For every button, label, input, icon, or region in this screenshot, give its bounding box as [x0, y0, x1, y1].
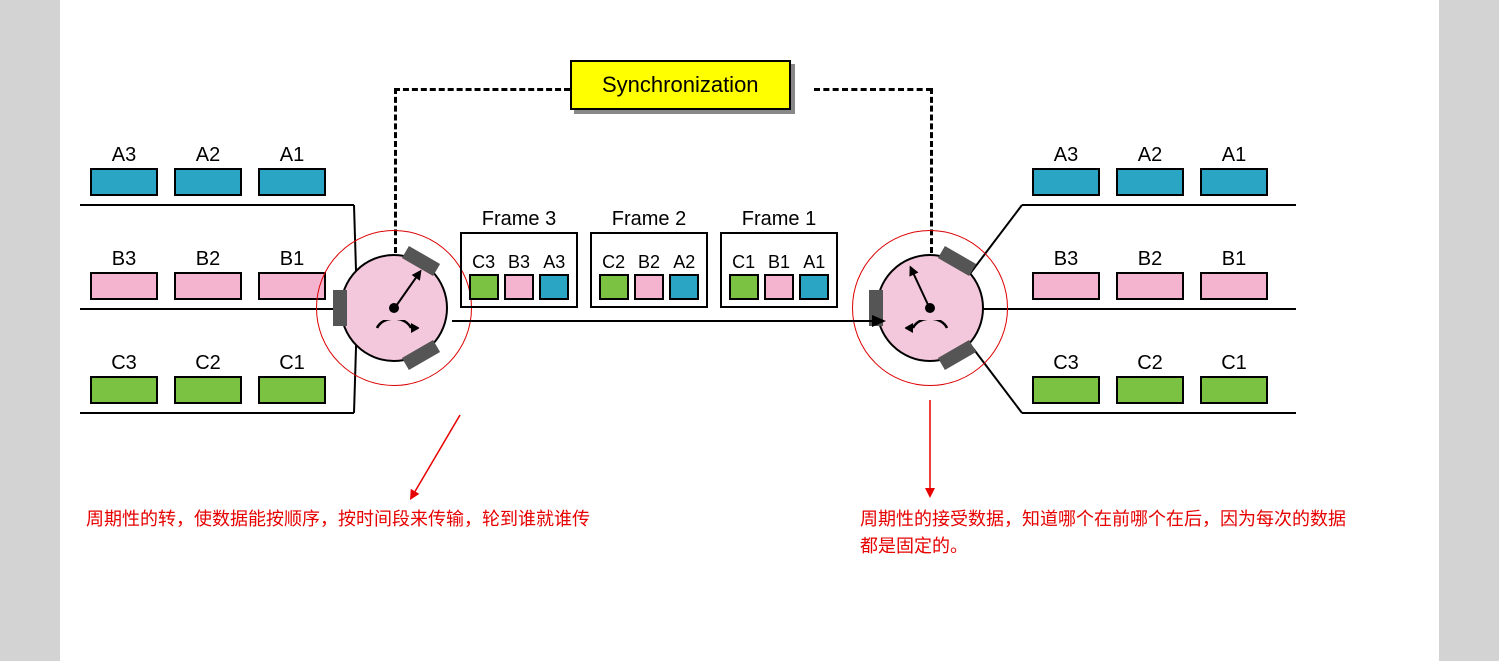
frame-2-cell-label-c2: C2	[602, 252, 625, 273]
right-box-label-b3: B3	[1054, 248, 1078, 271]
rotor-left-rotation-arrow	[369, 320, 419, 360]
frame-2-cell-a2: A2	[669, 274, 699, 300]
frame-1-cell-label-b1: B1	[768, 252, 790, 273]
frame-3-cell-a3: A3	[539, 274, 569, 300]
frame-1-cell-a1: A1	[799, 274, 829, 300]
left-box-label-a2: A2	[196, 144, 220, 167]
right-box-a3: A3	[1032, 168, 1100, 196]
right-box-b3: B3	[1032, 272, 1100, 300]
left-box-label-b2: B2	[196, 248, 220, 271]
frame-label-2: Frame 2	[612, 208, 686, 231]
frame-1-cell-c1: C1	[729, 274, 759, 300]
right-box-c3: C3	[1032, 376, 1100, 404]
dashed-left-vert	[394, 88, 397, 253]
frame-3-cell-label-b3: B3	[508, 252, 530, 273]
frame-box-1: Frame 1C1B1A1	[720, 232, 838, 308]
right-box-c1: C1	[1200, 376, 1268, 404]
frame-1-cell-label-a1: A1	[803, 252, 825, 273]
right-box-b2: B2	[1116, 272, 1184, 300]
left-box-label-a3: A3	[112, 144, 136, 167]
left-stream-line-2	[80, 412, 354, 414]
frame-2-cell-label-b2: B2	[638, 252, 660, 273]
frame-box-2: Frame 2C2B2A2	[590, 232, 708, 308]
frame-2-cell-b2: B2	[634, 274, 664, 300]
annotation-right-line1: 周期性的接受数据，知道哪个在前哪个在后，因为每次的数据	[860, 506, 1420, 533]
right-box-label-b2: B2	[1138, 248, 1162, 271]
left-box-a3: A3	[90, 168, 158, 196]
annotation-right: 周期性的接受数据，知道哪个在前哪个在后，因为每次的数据都是固定的。	[860, 506, 1420, 560]
left-stream-line-1	[80, 308, 354, 310]
left-box-c3: C3	[90, 376, 158, 404]
link-line	[452, 320, 872, 322]
rotor-right-rotation-arrow	[905, 320, 955, 360]
annotation-right-line2: 都是固定的。	[860, 533, 1420, 560]
right-box-label-c3: C3	[1053, 352, 1079, 375]
left-box-a2: A2	[174, 168, 242, 196]
frame-1-cell-b1: B1	[764, 274, 794, 300]
left-box-b2: B2	[174, 272, 242, 300]
frame-3-cell-label-c3: C3	[472, 252, 495, 273]
dashed-left-horiz	[394, 88, 570, 91]
sync-label: Synchronization	[602, 72, 759, 97]
right-box-a1: A1	[1200, 168, 1268, 196]
left-box-label-c1: C1	[279, 352, 305, 375]
frame-3-cell-b3: B3	[504, 274, 534, 300]
left-box-label-a1: A1	[280, 144, 304, 167]
left-box-label-b1: B1	[280, 248, 304, 271]
page-margin-left	[0, 0, 60, 661]
right-box-c2: C2	[1116, 376, 1184, 404]
annotation-left: 周期性的转，使数据能按顺序，按时间段来传输，轮到谁就谁传	[86, 506, 686, 533]
rotor-left-slot-mid	[333, 290, 347, 326]
frame-2-cell-label-a2: A2	[673, 252, 695, 273]
left-stream-line-0	[80, 204, 354, 206]
left-box-b3: B3	[90, 272, 158, 300]
sync-box: Synchronization	[570, 60, 791, 110]
right-box-label-a1: A1	[1222, 144, 1246, 167]
right-stream-line-1	[1022, 308, 1296, 310]
frame-2-cell-c2: C2	[599, 274, 629, 300]
frame-1-cell-label-c1: C1	[732, 252, 755, 273]
left-box-c1: C1	[258, 376, 326, 404]
link-arrowhead	[872, 315, 886, 327]
left-box-c2: C2	[174, 376, 242, 404]
right-box-label-a2: A2	[1138, 144, 1162, 167]
right-box-label-a3: A3	[1054, 144, 1078, 167]
right-box-b1: B1	[1200, 272, 1268, 300]
left-box-b1: B1	[258, 272, 326, 300]
frame-label-3: Frame 3	[482, 208, 556, 231]
frame-3-cell-label-a3: A3	[543, 252, 565, 273]
right-box-label-c2: C2	[1137, 352, 1163, 375]
left-box-a1: A1	[258, 168, 326, 196]
right-box-label-c1: C1	[1221, 352, 1247, 375]
right-stream-line-0	[1022, 204, 1296, 206]
left-box-label-b3: B3	[112, 248, 136, 271]
right-stream-line-2	[1022, 412, 1296, 414]
right-box-a2: A2	[1116, 168, 1184, 196]
dashed-right-horiz	[814, 88, 932, 91]
left-box-label-c3: C3	[111, 352, 137, 375]
frame-box-3: Frame 3C3B3A3	[460, 232, 578, 308]
frame-label-1: Frame 1	[742, 208, 816, 231]
page-margin-right	[1439, 0, 1499, 661]
diagram-canvas: Synchronization A3A2A1B3B2B1C3C2C1 A3A2A…	[60, 0, 1439, 661]
dashed-right-vert	[930, 88, 933, 253]
right-box-label-b1: B1	[1222, 248, 1246, 271]
left-box-label-c2: C2	[195, 352, 221, 375]
frame-3-cell-c3: C3	[469, 274, 499, 300]
